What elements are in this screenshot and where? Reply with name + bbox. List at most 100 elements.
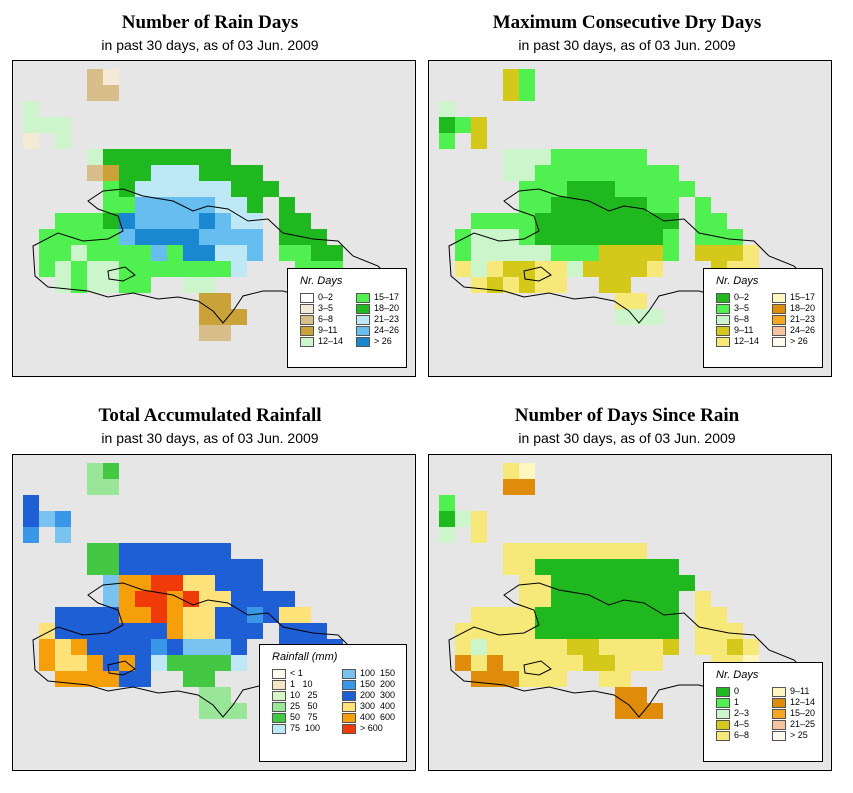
map-cell <box>151 543 167 559</box>
map-cell <box>39 623 55 639</box>
map-cell <box>471 245 487 261</box>
map-cell <box>439 495 455 511</box>
map-cell <box>183 607 199 623</box>
legend-label: > 26 <box>374 336 392 346</box>
map-cell <box>519 463 535 479</box>
map-cell <box>119 543 135 559</box>
map-cell <box>647 229 663 245</box>
map-cell <box>103 671 119 687</box>
map-cell <box>71 639 87 655</box>
map-cell <box>567 559 583 575</box>
legend-swatch <box>772 315 786 325</box>
map-cell <box>87 559 103 575</box>
legend-swatch <box>772 731 786 741</box>
map-cell <box>471 261 487 277</box>
map-cell <box>23 495 39 511</box>
map-cell <box>263 181 279 197</box>
map-cell <box>135 591 151 607</box>
legend-label: > 600 <box>360 723 383 733</box>
map-cell <box>311 623 327 639</box>
map-cell <box>599 277 615 293</box>
map-cell <box>295 245 311 261</box>
map-cell <box>247 165 263 181</box>
map-cell <box>727 229 743 245</box>
map-cell <box>631 261 647 277</box>
legend-label: 9–11 <box>318 325 338 335</box>
map-cell <box>103 543 119 559</box>
map-cell <box>87 623 103 639</box>
map-cell <box>743 639 759 655</box>
map-cell <box>55 607 71 623</box>
map-cell <box>183 639 199 655</box>
map-cell <box>599 197 615 213</box>
map-cell <box>39 261 55 277</box>
map-cell <box>215 261 231 277</box>
map-cell <box>663 165 679 181</box>
map-cell <box>55 655 71 671</box>
since-rain-title: Number of Days Since Rain <box>514 405 740 426</box>
map-cell <box>199 559 215 575</box>
map-cell <box>231 309 247 325</box>
map-cell <box>103 559 119 575</box>
map-cell <box>615 607 631 623</box>
map-cell <box>167 213 183 229</box>
legend-swatch <box>772 698 786 708</box>
map-cell <box>711 213 727 229</box>
map-cell <box>183 261 199 277</box>
map-cell <box>631 607 647 623</box>
map-cell <box>471 511 487 527</box>
map-cell <box>247 623 263 639</box>
map-cell <box>71 655 87 671</box>
map-cell <box>631 181 647 197</box>
map-cell <box>615 261 631 277</box>
map-cell <box>647 655 663 671</box>
map-cell <box>519 575 535 591</box>
map-cell <box>519 197 535 213</box>
map-cell <box>519 213 535 229</box>
legend-swatch <box>772 337 786 347</box>
legend-swatch <box>716 720 730 730</box>
map-cell <box>183 575 199 591</box>
map-cell <box>647 309 663 325</box>
map-cell <box>199 149 215 165</box>
map-cell <box>599 229 615 245</box>
map-cell <box>151 559 167 575</box>
map-cell <box>23 117 39 133</box>
map-cell <box>231 591 247 607</box>
map-cell <box>503 277 519 293</box>
map-cell <box>455 655 471 671</box>
map-cell <box>551 277 567 293</box>
legend-swatch <box>772 720 786 730</box>
map-cell <box>55 133 71 149</box>
map-cell <box>519 639 535 655</box>
legend-label: 50 75 <box>290 712 318 722</box>
map-cell <box>135 639 151 655</box>
legend-swatch <box>772 326 786 336</box>
map-cell <box>583 181 599 197</box>
legend-label: 75 100 <box>290 723 321 733</box>
map-cell <box>487 213 503 229</box>
map-cell <box>615 703 631 719</box>
map-cell <box>535 181 551 197</box>
map-cell <box>183 559 199 575</box>
map-cell <box>231 559 247 575</box>
map-cell <box>599 543 615 559</box>
map-cell <box>583 559 599 575</box>
map-cell <box>647 213 663 229</box>
map-cell <box>503 623 519 639</box>
legend-swatch <box>356 293 370 303</box>
map-cell <box>231 181 247 197</box>
map-cell <box>615 591 631 607</box>
map-cell <box>599 245 615 261</box>
map-cell <box>247 245 263 261</box>
legend-title: Rainfall (mm) <box>272 651 338 663</box>
map-cell <box>103 165 119 181</box>
map-cell <box>71 671 87 687</box>
map-cell <box>487 277 503 293</box>
map-cell <box>103 277 119 293</box>
map-cell <box>71 277 87 293</box>
map-cell <box>519 671 535 687</box>
map-cell <box>103 639 119 655</box>
map-cell <box>663 639 679 655</box>
map-cell <box>471 133 487 149</box>
